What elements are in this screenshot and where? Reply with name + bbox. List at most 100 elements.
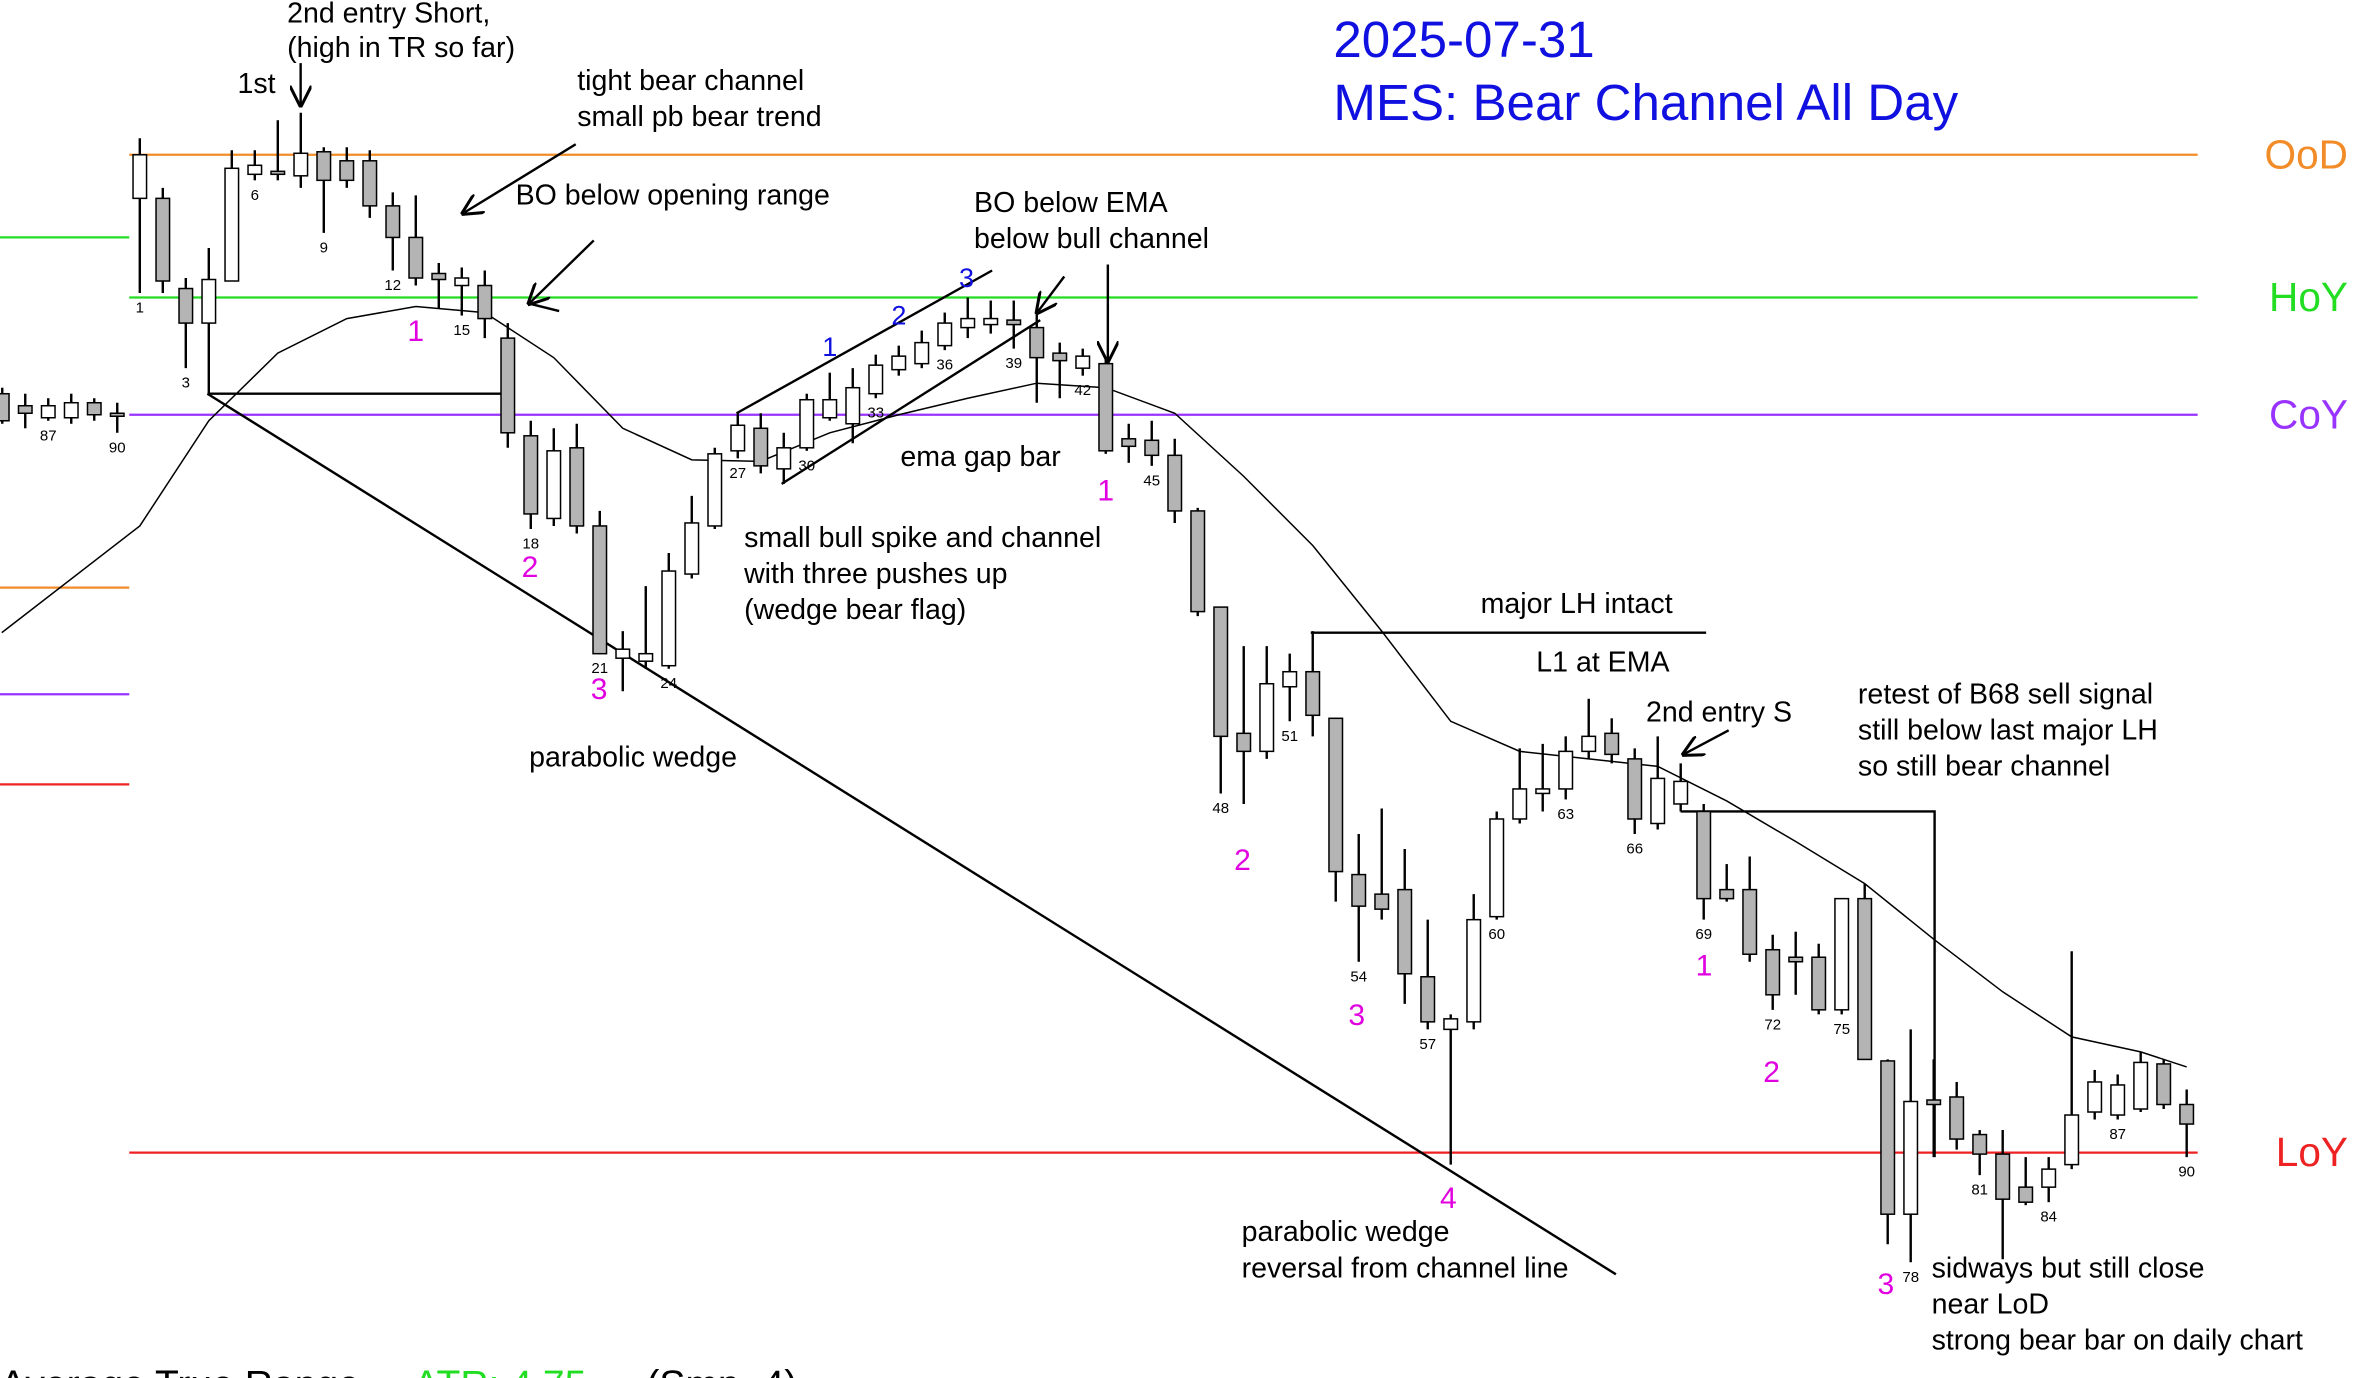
indicator-value: ATR: 4.75 <box>413 1364 586 1378</box>
candle-body <box>339 160 355 182</box>
candle-body <box>1397 888 1413 975</box>
candle-body <box>1006 319 1022 326</box>
candle-body <box>1052 352 1068 362</box>
candle-body <box>845 386 861 425</box>
candle-body <box>2156 1063 2172 1106</box>
bar-number: 12 <box>384 277 401 294</box>
bar-number: 45 <box>1143 472 1160 489</box>
channel-line <box>781 319 1041 485</box>
count-label: 3 <box>1348 999 1365 1032</box>
annotation: near LoD <box>1932 1288 2049 1320</box>
candle-body <box>546 450 562 520</box>
annotation: sidways but still close <box>1932 1252 2205 1284</box>
candle-body <box>155 197 171 282</box>
candle-body <box>1857 897 1873 1061</box>
bar-number: 84 <box>2040 1209 2057 1226</box>
candle-body <box>178 287 194 324</box>
bar-number: 54 <box>1350 968 1367 985</box>
candle-body <box>1144 439 1160 457</box>
candle-body <box>1374 893 1390 910</box>
level-label: LoY <box>2276 1129 2348 1175</box>
count-label: 4 <box>1440 1182 1457 1215</box>
channel-line <box>735 269 993 415</box>
annotation: parabolic wedge <box>1242 1216 1450 1248</box>
candle-body <box>1489 818 1505 918</box>
candle-body <box>1328 717 1344 873</box>
bar-number: 87 <box>2109 1126 2126 1143</box>
bar-number: 3 <box>182 375 190 392</box>
candle-body <box>730 424 746 452</box>
chart-subtitle: MES: Bear Channel All Day <box>1333 74 1958 131</box>
candle-body <box>1673 780 1689 805</box>
annotation: with three pushes up <box>743 558 1007 590</box>
candle-body <box>661 570 677 667</box>
bar-number: 63 <box>1557 806 1574 823</box>
arrow <box>528 302 560 313</box>
annotation: small pb bear trend <box>577 101 821 133</box>
candle-body <box>1351 873 1367 907</box>
candle-body <box>592 525 608 655</box>
annotation: still below last major LH <box>1858 714 2158 746</box>
candle-body <box>1834 897 1850 1011</box>
candle-body <box>1512 788 1528 820</box>
level-label: CoY <box>2269 391 2348 437</box>
bar-number: 36 <box>936 357 953 374</box>
candle-body <box>385 205 401 239</box>
candle-body <box>1236 732 1252 753</box>
candle-body <box>109 412 125 418</box>
candle-body <box>1742 888 1758 955</box>
annotation: so still bear channel <box>1858 750 2110 782</box>
candle-body <box>17 404 33 415</box>
annotation: (wedge bear flag) <box>744 594 966 626</box>
annotation: BO below opening range <box>516 179 830 211</box>
ema-line <box>1 305 2187 1068</box>
candle-body <box>937 322 953 347</box>
candle-body <box>201 278 217 324</box>
candle-body <box>1282 670 1298 688</box>
annotation: L1 at EMA <box>1536 647 1669 679</box>
candle-body <box>891 355 907 371</box>
bar-number: 78 <box>1902 1269 1919 1286</box>
chart-title: 2025-07-31 <box>1333 11 1594 68</box>
annotation: strong bear bar on daily chart <box>1932 1324 2303 1356</box>
candle-body <box>707 453 723 527</box>
candle-body <box>1880 1060 1896 1215</box>
candle-body <box>914 341 930 365</box>
candle-body <box>293 152 309 177</box>
count-label: 1 <box>1097 474 1114 507</box>
candle-body <box>1098 362 1114 452</box>
count-label: 3 <box>1877 1268 1894 1301</box>
candle-body <box>1719 888 1735 900</box>
level-label: HoY <box>2269 274 2348 320</box>
bar-number: 48 <box>1212 800 1229 817</box>
annotation: below bull channel <box>974 223 1209 255</box>
candle-body <box>1190 510 1206 613</box>
bar-number: 24 <box>660 675 677 692</box>
candle-body <box>0 392 10 422</box>
arrow <box>463 143 577 213</box>
candle-body <box>1420 976 1436 1023</box>
candle-body <box>799 398 815 449</box>
bar-number: 30 <box>798 457 815 474</box>
candle-body <box>1949 1096 1965 1140</box>
bar-number: 72 <box>1764 1016 1781 1033</box>
bar-number: 51 <box>1281 728 1298 745</box>
annotation: 2nd entry S <box>1646 696 1792 728</box>
candle-body <box>431 272 447 281</box>
bar-number: 9 <box>320 239 328 256</box>
candle-body <box>523 435 539 515</box>
candle-body <box>1696 810 1712 900</box>
candle-body <box>2064 1114 2080 1166</box>
annotation: small bull spike and channel <box>744 522 1101 554</box>
trend-line <box>206 392 1617 1276</box>
count-label: 2 <box>1763 1056 1780 1089</box>
bar-number: 15 <box>453 322 470 339</box>
candle-body <box>63 401 79 419</box>
candle-body <box>753 427 769 467</box>
bar-number: 27 <box>729 465 746 482</box>
bar-number: 90 <box>2178 1164 2195 1181</box>
candle-body <box>1972 1133 1988 1155</box>
bar-number: 42 <box>1074 382 1091 399</box>
